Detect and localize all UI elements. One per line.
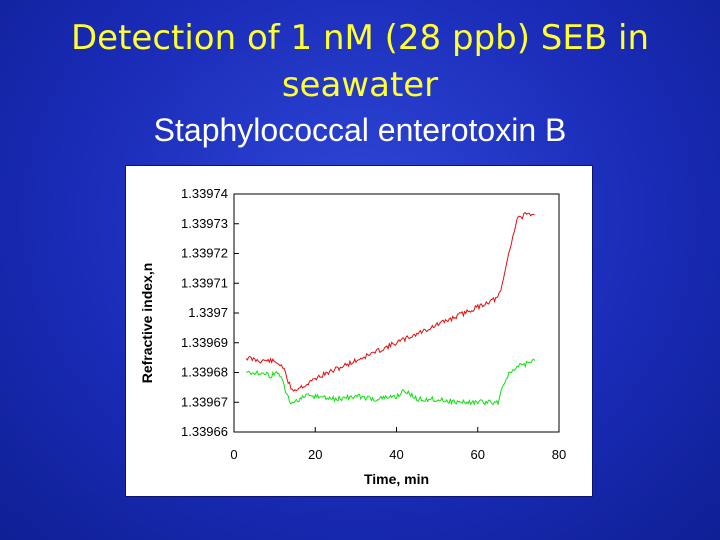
plot-area [233, 193, 560, 433]
slide-title-line-1: Detection of 1 nM (28 ppb) SEB in [70, 18, 650, 58]
y-tick-label: 1.33968 [181, 365, 228, 380]
slide-subtitle: Staphylococcal enterotoxin B [153, 112, 567, 148]
x-axis-label: Time, min [364, 471, 429, 487]
x-tick-label: 40 [389, 447, 403, 462]
y-tick-label: 1.33972 [181, 246, 228, 261]
chart-frame: 1.33974 1.33973 1.33972 1.33971 1.3397 1.3396… [125, 165, 593, 497]
y-tick-label: 1.33969 [181, 335, 228, 350]
x-tick-label: 20 [308, 447, 322, 462]
x-tick-label: 60 [471, 447, 485, 462]
y-tick-label: 1.33974 [181, 186, 228, 201]
series-layer [245, 211, 535, 406]
y-tick-label: 1.33966 [181, 424, 228, 439]
axes-layer [233, 193, 560, 433]
series-line-1 [245, 211, 535, 392]
slide-title-line-2: seawater [281, 65, 439, 105]
label-layer: 1.33974 1.33973 1.33972 1.33971 1.3397 1.3396… [139, 186, 566, 487]
series-line-2 [246, 358, 535, 406]
x-tick-label: 0 [230, 447, 237, 462]
y-tick-label: 1.3397 [188, 305, 228, 320]
y-tick-label: 1.33967 [181, 394, 228, 409]
y-tick-label: 1.33973 [181, 216, 228, 231]
y-axis-label: Refractive index,n [139, 263, 155, 384]
y-tick-label: 1.33971 [181, 275, 228, 290]
x-tick-label: 80 [552, 447, 566, 462]
chart-svg: 1.33974 1.33973 1.33972 1.33971 1.3397 1.3396… [139, 186, 566, 487]
